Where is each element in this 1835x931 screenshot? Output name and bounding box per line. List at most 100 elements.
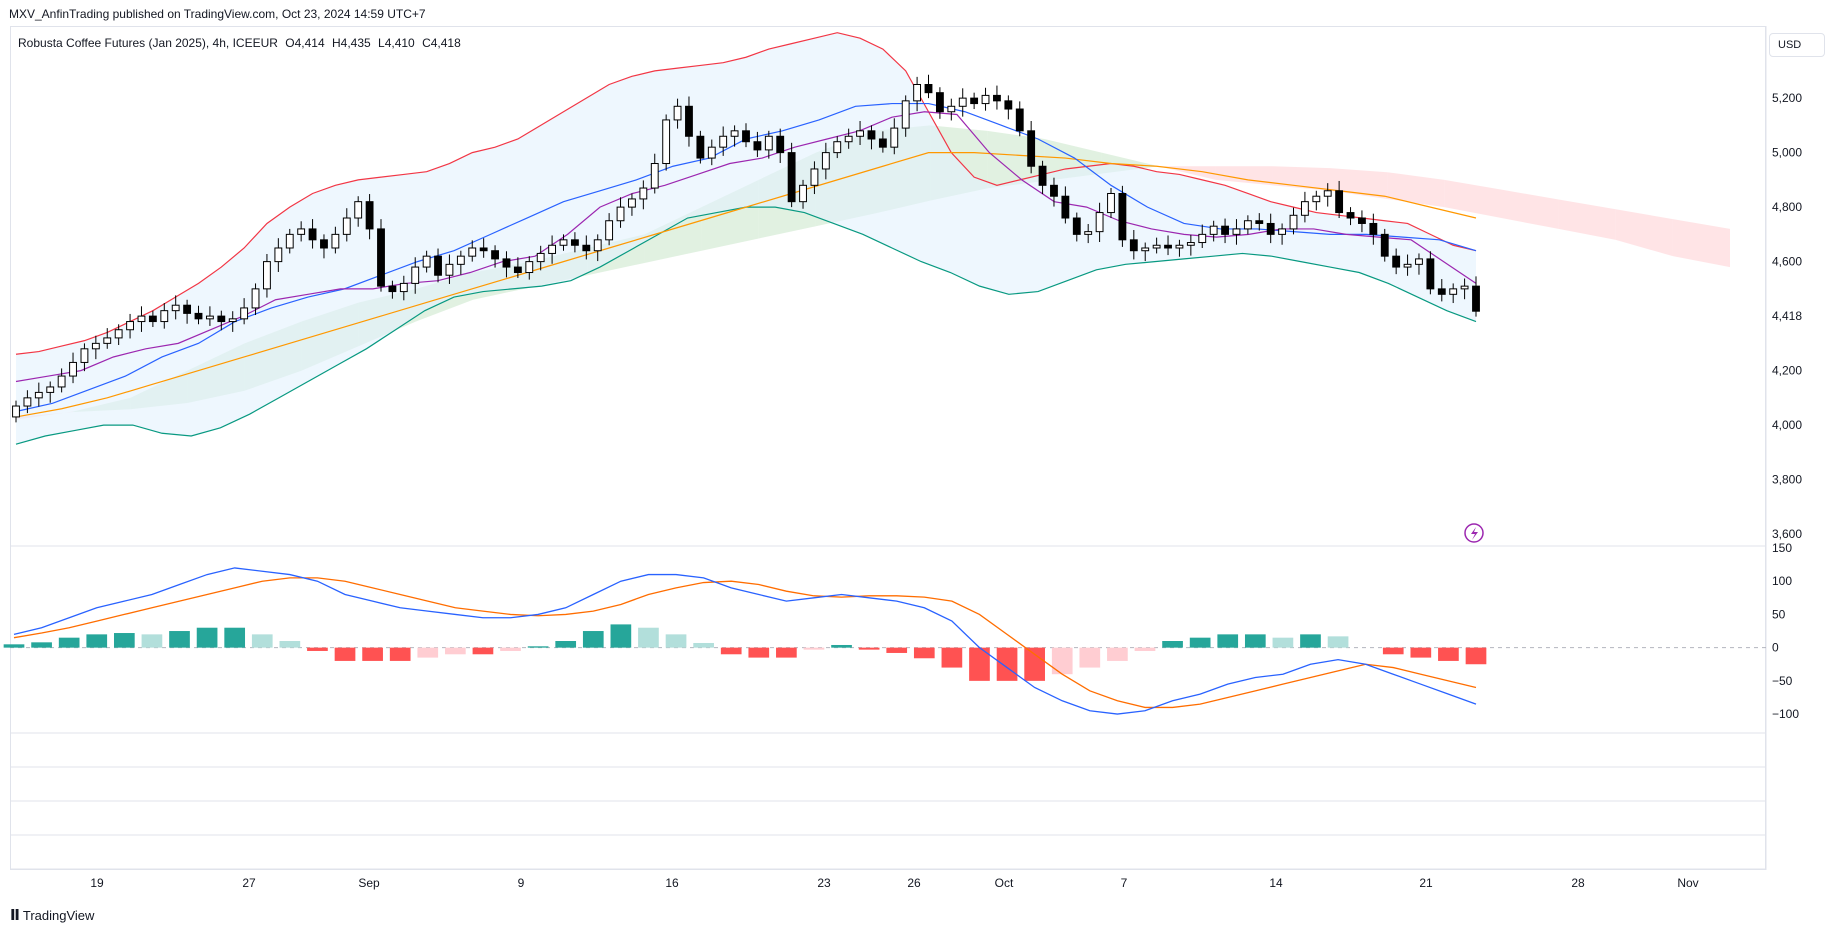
candle-body <box>776 135 785 154</box>
candle-body <box>525 261 534 274</box>
ichimoku-cloud-segment <box>1158 166 1216 180</box>
macd-histogram-bar <box>307 647 328 651</box>
time-axis: 19 27 Sep 9 16 23 26 Oct 7 14 21 28 Nov <box>90 876 1698 890</box>
candle-body <box>491 250 499 260</box>
candle-body <box>1449 288 1458 295</box>
price-tick-label: 4,418 <box>1772 309 1802 323</box>
time-tick-label: 23 <box>817 876 831 890</box>
candle-body <box>205 315 214 320</box>
macd-histogram-bar <box>1382 647 1404 655</box>
candle-body <box>673 105 682 121</box>
macd-histogram-bar <box>113 633 135 648</box>
candle-body <box>1129 239 1138 252</box>
candle-body <box>377 228 385 287</box>
legend-low: L4,410 <box>378 36 415 50</box>
time-tick-label: 7 <box>1121 876 1128 890</box>
candle-body <box>1095 212 1104 233</box>
ichimoku-cloud-segment <box>1272 166 1331 191</box>
candle-body <box>365 201 374 230</box>
macd-histogram-bar <box>1079 647 1101 668</box>
symbol-legend[interactable]: Robusta Coffee Futures (Jan 2025), 4h, I… <box>18 36 465 50</box>
macd-histogram-bar <box>665 634 687 648</box>
macd-histogram-bar <box>1438 647 1459 661</box>
ichimoku-cloud-segment <box>1672 219 1730 268</box>
candle-body <box>924 83 933 94</box>
candle-body <box>434 255 442 276</box>
macd-histogram-bar <box>555 641 577 648</box>
macd-histogram-bar <box>1410 647 1432 658</box>
candle-body <box>844 135 853 143</box>
candle-body <box>240 307 249 320</box>
candle-body <box>103 337 112 344</box>
candle-body <box>970 97 979 105</box>
candle-body <box>1415 258 1423 265</box>
candle-body <box>285 233 294 249</box>
candle-body <box>878 138 887 148</box>
candle-body <box>160 310 169 323</box>
currency-button[interactable]: USD <box>1769 33 1825 57</box>
macd-pane <box>3 567 1766 715</box>
candle-body <box>1072 217 1081 235</box>
candle-body <box>753 141 762 151</box>
tradingview-logo[interactable]: Ⅱ TradingView <box>10 906 94 924</box>
time-tick-label: Sep <box>358 876 380 890</box>
price-tick-label: 4,200 <box>1772 364 1802 378</box>
candle-body <box>1472 285 1480 312</box>
candle-body <box>958 97 967 107</box>
candle-body <box>1426 258 1435 290</box>
ichimoku-cloud-segment <box>1215 166 1273 186</box>
price-tick-label: 5,200 <box>1772 91 1802 105</box>
candle-body <box>194 312 203 320</box>
candle-body <box>1300 201 1309 216</box>
bollinger-fill <box>16 32 1476 445</box>
candle-body <box>1038 165 1047 186</box>
candle-body <box>787 152 796 203</box>
candle-body <box>502 258 511 268</box>
macd-tick-label: 100 <box>1772 574 1792 588</box>
macd-histogram-bar <box>693 642 714 648</box>
candle-body <box>901 100 910 129</box>
candle-body <box>1266 222 1275 235</box>
candle-body <box>593 239 602 252</box>
ichimoku-cloud-segment <box>1558 199 1616 240</box>
macd-histogram-bar <box>527 646 549 648</box>
macd-histogram-bar <box>1244 634 1266 648</box>
macd-histogram-bar <box>500 647 521 651</box>
candle-body <box>513 266 522 274</box>
macd-histogram-bar <box>1051 647 1073 675</box>
macd-histogram-bar <box>141 634 163 648</box>
candle-body <box>1243 220 1252 230</box>
candle-body <box>354 201 363 219</box>
candle-body <box>23 397 32 407</box>
macd-histogram-bar <box>1300 634 1321 648</box>
candle-body <box>1380 233 1389 257</box>
candle-body <box>217 315 226 323</box>
macd-histogram-bar <box>610 624 632 648</box>
time-tick-label: 26 <box>907 876 921 890</box>
macd-histogram-bar <box>334 647 356 661</box>
candle-body <box>1232 228 1241 235</box>
time-tick-label: Nov <box>1677 876 1698 890</box>
candle-body <box>12 405 20 418</box>
candle-body <box>456 255 465 265</box>
candle-body <box>148 315 157 323</box>
candle-body <box>742 130 750 143</box>
macd-histogram-bar <box>279 641 301 648</box>
candle-body <box>605 220 614 241</box>
macd-histogram-bar <box>748 647 770 658</box>
candle-body <box>685 105 693 137</box>
candle-body <box>91 342 100 350</box>
macd-histogram-bar <box>1272 637 1294 648</box>
candle-body <box>536 252 545 263</box>
candle-body <box>981 94 990 105</box>
macd-histogram-bar <box>196 627 218 648</box>
candle-body <box>183 304 192 314</box>
ichimoku-cloud-segment <box>644 207 702 263</box>
macd-histogram-bar <box>941 647 963 668</box>
macd-histogram-bar <box>969 647 990 681</box>
candle-body <box>1335 190 1344 214</box>
candle-body <box>719 135 728 148</box>
macd-histogram-bar <box>1217 634 1239 648</box>
time-tick-label: 28 <box>1571 876 1585 890</box>
